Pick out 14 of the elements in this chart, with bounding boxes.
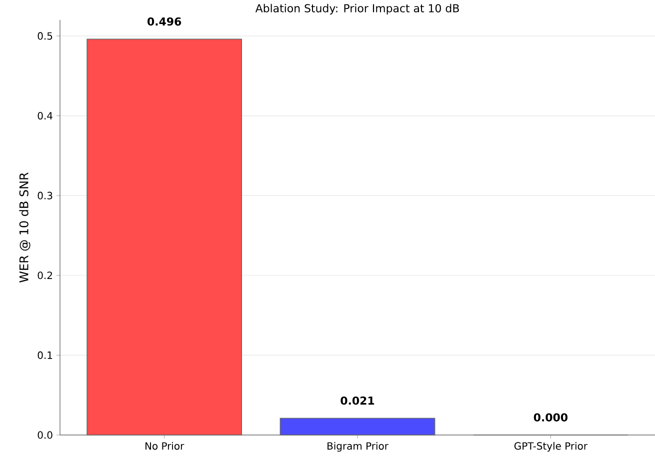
data-label: 0.000 (534, 413, 568, 422)
y-axis-title: WER @ 10 dB SNR (19, 172, 30, 282)
x-tick-label: GPT-Style Prior (514, 442, 588, 452)
data-label: 0.496 (148, 17, 182, 26)
x-tick-label: Bigram Prior (328, 442, 388, 452)
y-tick-label: 0.3 (38, 192, 52, 200)
y-tick-label: 0.2 (38, 272, 52, 280)
y-tick-label: 0.0 (38, 431, 52, 439)
x-tick-label: No Prior (146, 442, 184, 450)
chart-title: Ablation Study: Prior Impact at 10 dB (255, 4, 459, 15)
data-label: 0.021 (340, 396, 374, 405)
y-tick-label: 0.4 (38, 112, 52, 120)
y-tick-label: 0.5 (38, 32, 52, 40)
y-tick-label: 0.1 (38, 351, 52, 359)
